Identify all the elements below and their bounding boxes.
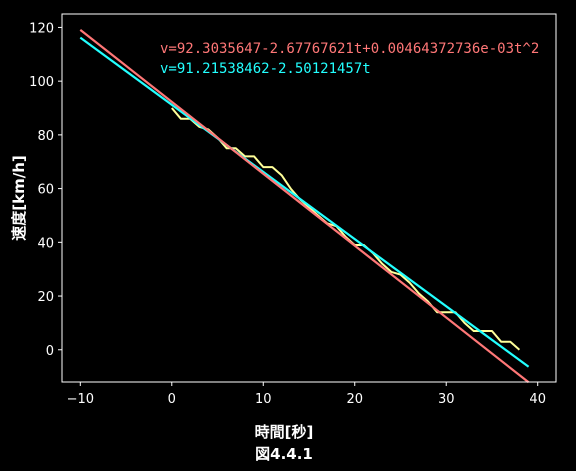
y-tick-label: 20 — [37, 290, 54, 305]
x-tick-label: −10 — [67, 392, 94, 407]
y-tick-label: 0 — [46, 344, 54, 359]
x-tick-label: 0 — [168, 392, 176, 407]
linear-fit-equation: v=91.21538462-2.50121457t — [160, 61, 371, 77]
x-tick-label: 20 — [346, 392, 363, 407]
quadratic-fit-equation: v=92.3035647-2.67767621t+0.00464372736e-… — [160, 41, 539, 57]
y-tick-label: 40 — [37, 236, 54, 251]
x-axis-label: 時間[秒] — [255, 423, 314, 441]
linear-fit-line — [79, 36, 530, 368]
quadratic-fit-line — [79, 29, 530, 384]
plot-frame — [61, 13, 557, 383]
x-tick-label: 10 — [255, 392, 272, 407]
x-tick-label: 40 — [529, 392, 546, 407]
y-tick-label: 100 — [29, 75, 54, 90]
y-tick-label: 80 — [37, 129, 54, 144]
y-tick-label: 60 — [37, 183, 54, 198]
y-tick-label: 120 — [29, 21, 54, 36]
x-tick-label: 30 — [438, 392, 455, 407]
plot-content — [79, 29, 530, 384]
y-axis-label: 速度[km/h] — [10, 155, 28, 240]
figure-caption: 図4.4.1 — [255, 445, 313, 463]
axis-ticks: −10 0 10 20 30 40 0 20 40 60 80 100 120 — [29, 21, 546, 407]
